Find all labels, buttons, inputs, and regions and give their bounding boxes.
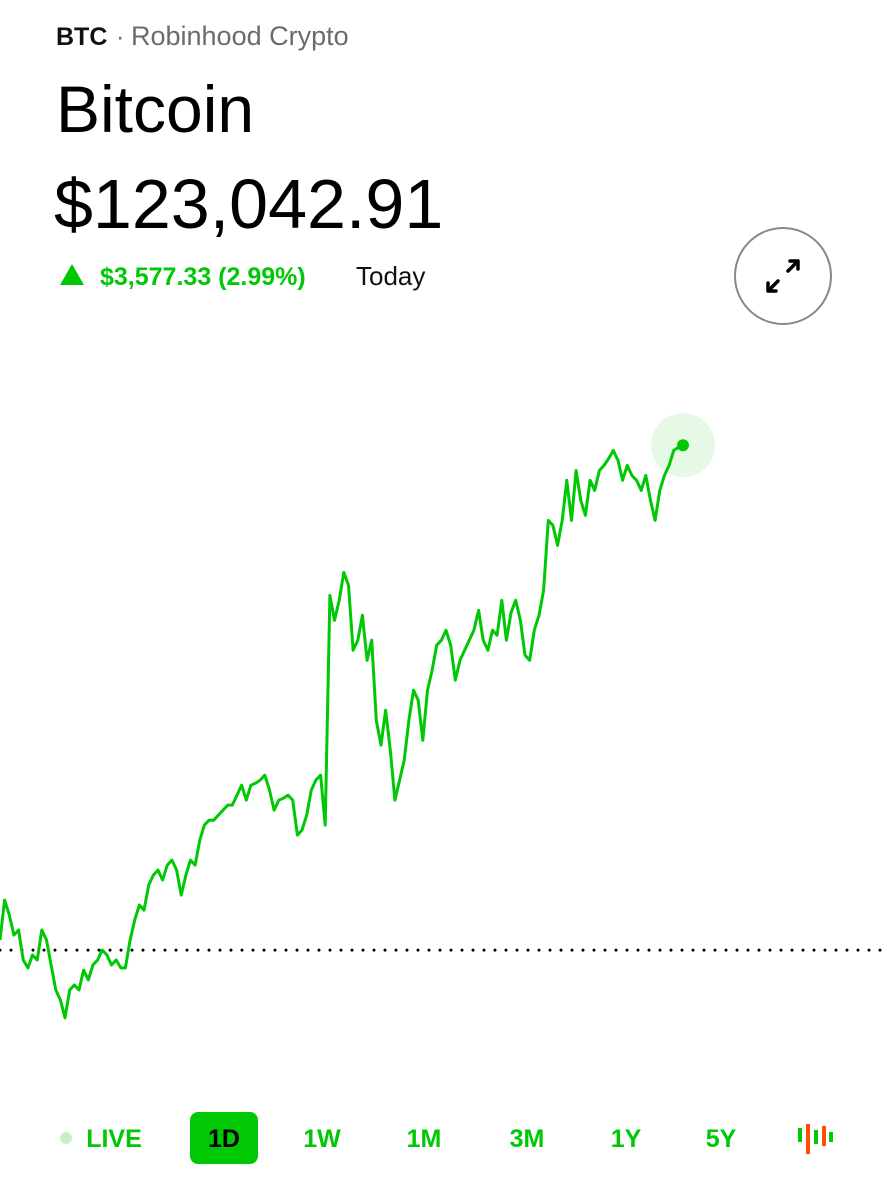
tab-label: 1M <box>407 1125 442 1153</box>
tab-label: 1W <box>303 1125 341 1153</box>
tab-label: 1D <box>208 1125 240 1153</box>
chart <box>0 413 887 1020</box>
tab-highlight <box>190 1112 258 1164</box>
tab-label: 5Y <box>706 1125 737 1153</box>
tab-label: 1Y <box>611 1125 642 1153</box>
expand-button[interactable] <box>734 227 832 325</box>
range-tabs: LIVE 1D 1W 1M 3M 1Y 5Y <box>60 1112 737 1164</box>
range-tab[interactable]: 1W <box>303 1125 341 1153</box>
tab-label: 3M <box>510 1125 545 1153</box>
asset-name: Bitcoin <box>56 72 254 146</box>
range-tab[interactable]: 3M <box>510 1125 545 1153</box>
range-tab[interactable]: 1Y <box>611 1125 642 1153</box>
tab-label: LIVE <box>86 1125 142 1153</box>
ticker: BTC <box>56 23 107 51</box>
separator: · <box>116 23 124 51</box>
price: $123,042.91 <box>54 165 443 243</box>
change: $3,577.33 (2.99%) <box>100 263 306 291</box>
range-tab[interactable]: 1D <box>190 1112 258 1164</box>
source: Robinhood Crypto <box>131 21 349 51</box>
range-tab[interactable]: 1M <box>407 1125 442 1153</box>
candlestick-toggle[interactable] <box>798 1124 833 1154</box>
range-tab[interactable]: 5Y <box>706 1125 737 1153</box>
price-line <box>0 443 684 1020</box>
up-arrow <box>60 264 84 285</box>
last-point <box>677 439 689 452</box>
live-dot <box>60 1132 72 1144</box>
period: Today <box>356 261 425 291</box>
range-tab[interactable]: LIVE <box>60 1125 142 1153</box>
